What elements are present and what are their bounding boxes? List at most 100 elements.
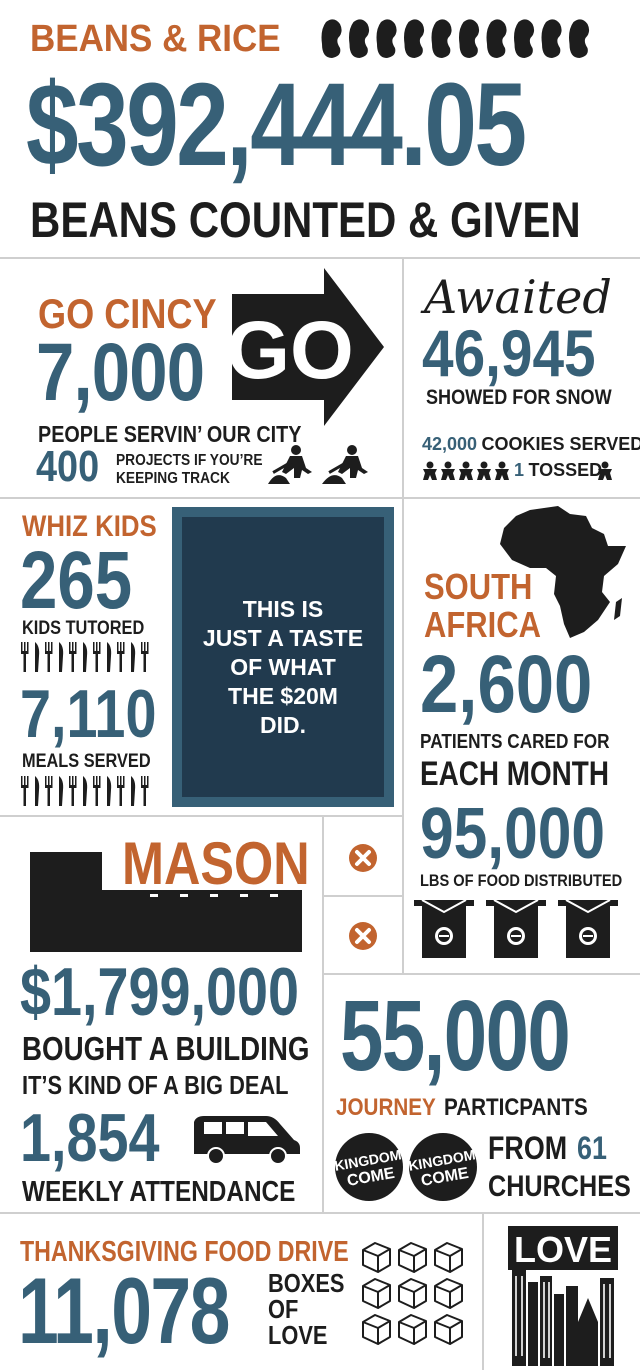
journey-label-black: PARTICPANTS <box>444 1094 589 1121</box>
projects-number: 400 <box>36 442 100 491</box>
bean-icon <box>404 19 425 58</box>
thanksgiving-label-2: OF <box>268 1294 299 1324</box>
cutlery-icon <box>141 642 149 672</box>
box-icon-grid <box>360 1240 470 1352</box>
cookie-icon <box>459 461 473 480</box>
kids-number: 265 <box>20 535 133 626</box>
city-skyline-icon: LOVE <box>508 1226 618 1366</box>
africa-map-icon <box>500 506 628 638</box>
cutlery-icon <box>69 776 77 806</box>
cutlery-icon <box>59 776 64 806</box>
center-box: THIS IS JUST A TASTE OF WHAT THE $20M DI… <box>172 507 394 807</box>
divider <box>0 497 640 499</box>
center-box-line: OF WHAT <box>230 654 336 680</box>
header-amount: $392,444.05 <box>26 59 527 191</box>
cutlery-icon <box>131 776 136 806</box>
close-circle-icon <box>348 921 378 951</box>
tossed-number: 1 <box>514 460 525 480</box>
cutlery-icon <box>117 776 125 806</box>
food-box-icon-row <box>414 896 626 962</box>
divider <box>0 815 404 817</box>
box-icon <box>398 1314 427 1345</box>
south-africa-title-2: AFRICA <box>424 604 541 645</box>
kids-label: KIDS TUTORED <box>22 618 145 639</box>
cookie-icon <box>596 461 614 481</box>
beans-icon <box>320 18 596 60</box>
cookie-icon <box>495 461 509 480</box>
bean-icon <box>541 19 562 58</box>
south-africa-title-1: SOUTH <box>424 566 533 607</box>
attendance-label: WEEKLY ATTENDANCE <box>22 1176 296 1208</box>
go-arrow-icon: GO <box>232 268 384 426</box>
cutlery-icon <box>83 776 88 806</box>
go-cincy-number: 7,000 <box>36 327 205 418</box>
box-icon <box>398 1278 427 1309</box>
food-box-icon <box>486 899 546 958</box>
cookies-number: 42,000 <box>422 434 478 454</box>
box-icon <box>362 1278 391 1309</box>
thanksgiving-label-1: BOXES <box>268 1268 345 1298</box>
whiz-kids-title: WHIZ KIDS <box>22 510 157 543</box>
box-icon <box>398 1242 427 1273</box>
go-cincy-title: GO CINCY <box>38 290 217 337</box>
divider <box>482 1214 484 1370</box>
attendance-number: 1,854 <box>20 1100 160 1176</box>
divider <box>322 973 640 975</box>
churches-label: CHURCHES <box>488 1170 631 1203</box>
tossed-label: TOSSED <box>528 460 603 480</box>
box-icon <box>434 1314 463 1345</box>
cookie-icon <box>423 461 437 480</box>
food-number: 95,000 <box>420 794 605 874</box>
cookie-icon-row <box>422 461 512 481</box>
van-icon <box>190 1114 302 1164</box>
food-label: LBS OF FOOD DISTRIBUTED <box>420 871 623 890</box>
cutlery-icon <box>141 776 149 806</box>
awaited-title: Awaited <box>424 270 612 324</box>
journey-label: JOURNEY PARTICPANTS <box>336 1094 612 1122</box>
divider <box>402 499 404 974</box>
meals-label: MEALS SERVED <box>22 751 151 772</box>
divider <box>322 895 404 897</box>
journey-number: 55,000 <box>340 980 571 1092</box>
box-icon <box>362 1242 391 1273</box>
food-box-icon <box>558 899 618 958</box>
close-circle-icon <box>348 843 378 873</box>
patients-label-1: PATIENTS CARED FOR <box>420 731 610 753</box>
svg-text:GO: GO <box>232 305 354 396</box>
bean-icon <box>459 19 480 58</box>
mason-label-2: IT’S KIND OF A BIG DEAL <box>22 1070 289 1100</box>
cutlery-icon <box>107 776 112 806</box>
center-box-line: THE $20M <box>228 683 338 709</box>
mason-amount: $1,799,000 <box>20 954 300 1030</box>
divider <box>0 257 640 259</box>
cutlery-icon <box>45 776 53 806</box>
cookies-label: COOKIES SERVED <box>481 434 640 454</box>
projects-label-2: KEEPING TRACK <box>116 470 230 487</box>
cutlery-icon <box>107 642 112 672</box>
kingdom-come-badge: KINGDOM COME <box>334 1132 404 1202</box>
from-churches-line: FROM 61 <box>488 1130 612 1167</box>
bean-icon <box>376 19 397 58</box>
center-box-line: DID. <box>260 712 306 738</box>
fork-knife-icon <box>20 642 152 672</box>
patients-label-2: EACH MONTH <box>420 755 609 793</box>
shovel-worker-icon <box>268 444 374 484</box>
divider <box>402 259 404 497</box>
patients-number: 2,600 <box>420 639 593 730</box>
journey-label-orange: JOURNEY <box>336 1094 436 1121</box>
cookie-icon <box>477 461 491 480</box>
header-title: BEANS & RICE <box>30 18 281 60</box>
cutlery-icon <box>45 642 53 672</box>
meals-number: 7,110 <box>20 676 157 752</box>
thanksgiving-number: 11,078 <box>18 1258 230 1363</box>
thanksgiving-title: THANKSGIVING FOOD DRIVE <box>20 1236 349 1268</box>
cutlery-icon <box>59 642 64 672</box>
churches-number: 61 <box>576 1130 607 1166</box>
cutlery-icon <box>83 642 88 672</box>
awaited-label: SHOWED FOR SNOW <box>426 386 612 409</box>
cutlery-icon <box>35 776 40 806</box>
mason-title: MASON <box>122 830 310 897</box>
cutlery-icon <box>117 642 125 672</box>
divider <box>322 817 324 1212</box>
tossed-line: 1 TOSSED <box>514 460 602 481</box>
